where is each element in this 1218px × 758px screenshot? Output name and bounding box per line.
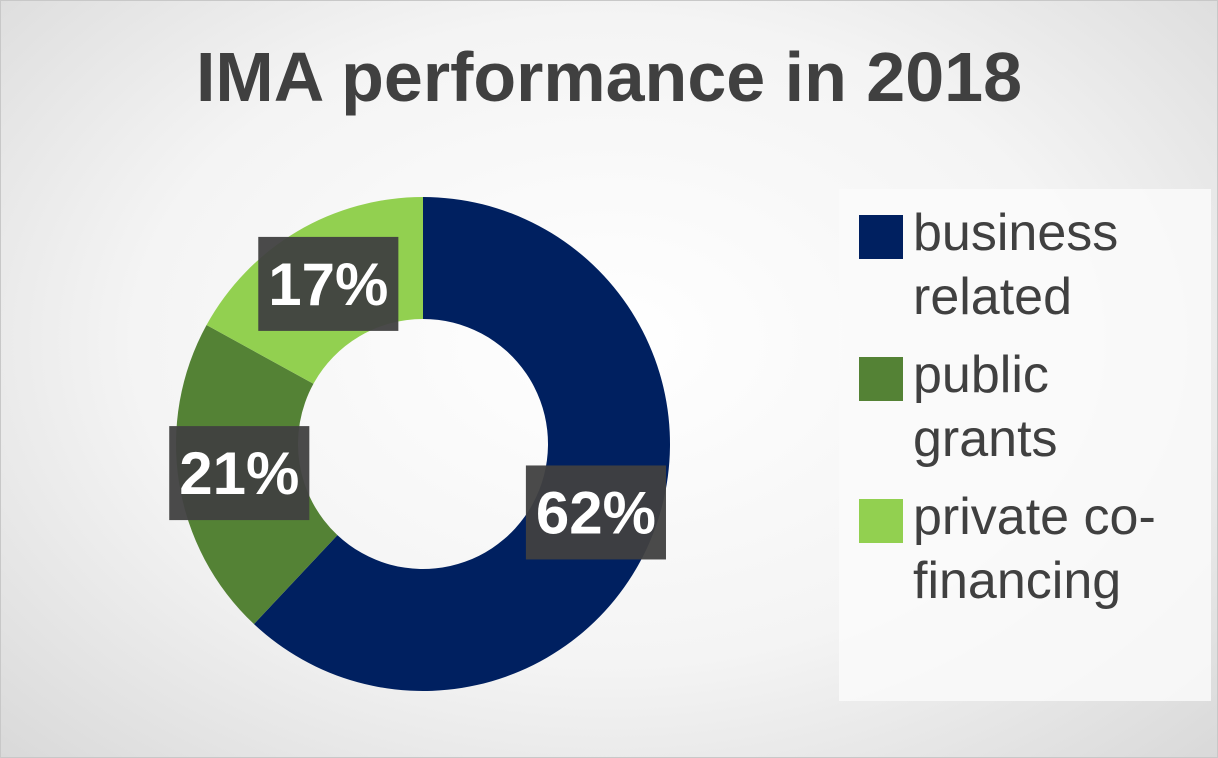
legend-item: private co-financing xyxy=(859,485,1201,613)
legend-swatch xyxy=(859,215,903,259)
data-label-box xyxy=(169,426,310,521)
legend-label: business related xyxy=(913,204,1119,326)
legend-swatch xyxy=(859,357,903,401)
data-label-box xyxy=(525,465,666,560)
legend-item: business related xyxy=(859,201,1201,329)
donut-slice xyxy=(253,197,670,691)
data-label: 21% xyxy=(179,440,299,507)
data-label-box xyxy=(258,236,399,331)
chart-title: IMA performance in 2018 xyxy=(196,38,1022,116)
data-label: 62% xyxy=(536,479,656,546)
legend-label: private co-financing xyxy=(913,488,1156,610)
legend: business related public grants private co-… xyxy=(839,189,1211,701)
data-label: 17% xyxy=(268,251,388,318)
legend-item: public grants xyxy=(859,343,1201,471)
legend-label: public grants xyxy=(913,346,1058,468)
legend-swatch xyxy=(859,499,903,543)
